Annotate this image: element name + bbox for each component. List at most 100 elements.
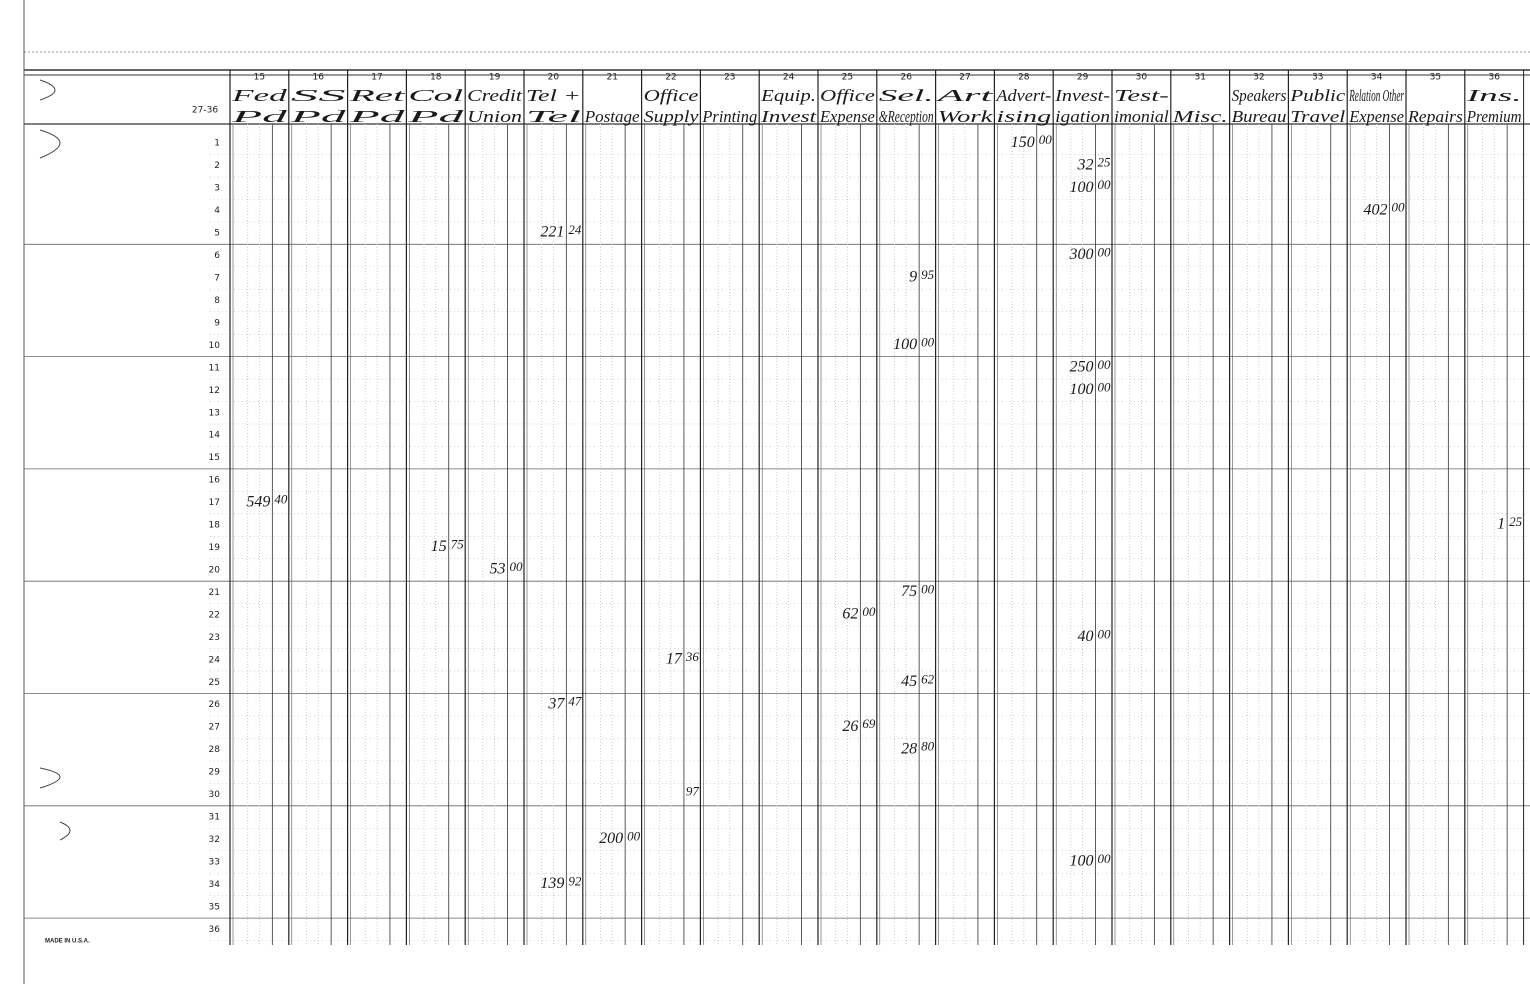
column-header: Postage [584,107,640,126]
column-header: Advert- [995,86,1051,105]
column-number: 30 [1136,73,1148,83]
column-number: 15 [254,73,265,83]
amount-cents: 00 [1098,245,1112,260]
column-header: Sel. [879,86,934,105]
amount-dollars: 28 [901,740,917,757]
column-header: Misc. [1171,107,1227,126]
row-number: 19 [209,543,221,553]
column-number: 35 [1430,73,1441,83]
column-number: 17 [371,73,382,83]
column-header: Art [935,86,996,105]
column-header: imonial [1114,107,1169,126]
amount-cents: 00 [921,581,935,596]
row-number: 27 [209,723,220,733]
column-header: Invest- [1054,86,1110,105]
row-number: 20 [209,565,221,575]
amount-cents: 62 [921,671,935,686]
row-number: 15 [209,453,220,463]
row-number: 14 [209,431,221,441]
amount-dollars: 100 [1070,853,1094,870]
column-header: Ret [347,86,407,105]
amount-cents: 95 [921,267,935,282]
column-number: 18 [430,73,442,83]
amount-dollars: 26 [842,718,858,735]
amount-dollars: 100 [893,336,917,353]
amount-dollars: 37 [547,695,565,712]
column-header: Expense [819,107,875,126]
amount-cents: 24 [568,222,582,237]
column-number: 19 [489,73,501,83]
amount-cents: 97 [686,784,700,799]
row-number: 13 [209,408,220,418]
column-header: Supply [644,107,699,126]
column-number: 36 [1488,73,1500,83]
row-number: 3 [214,184,220,194]
row-number: 4 [214,206,220,216]
column-header: Ins. [1465,86,1522,105]
column-number: 16 [312,73,324,83]
column-header: Pd [288,107,347,126]
amount-dollars: 139 [540,875,564,892]
amount-dollars: 250 [1070,359,1094,376]
amount-cents: 25 [1509,514,1523,529]
amount-cents: 00 [862,604,876,619]
column-header: Equip. [760,86,816,105]
row-number: 17 [209,498,220,508]
column-header: Speakers [1232,86,1287,105]
amount-cents: 25 [1098,155,1112,170]
column-header: Tel [526,107,582,126]
column-header: Expense [1348,107,1404,126]
column-header: SS [291,86,347,105]
column-header: Test- [1114,86,1169,105]
column-header: Pd [405,107,464,126]
amount-dollars: 1 [1497,516,1505,533]
row-number: 36 [209,925,221,935]
punch-marks [39,79,71,841]
column-header: ising [996,107,1051,126]
column-number: 34 [1371,73,1383,83]
amount-cents: 00 [510,559,524,574]
row-number: 21 [209,588,220,598]
amount-dollars: 9 [909,269,917,286]
column-header: Tel + [526,86,581,105]
amount-cents: 00 [1098,379,1112,394]
row-number: 12 [209,386,220,396]
amount-dollars: 200 [599,830,623,847]
row-number: 22 [209,610,220,620]
row-number: 6 [214,251,220,261]
column-header: Office [820,86,875,105]
column-header: Col [408,86,463,105]
row-number: 23 [209,633,220,643]
footer-note: MADE IN U.S.A. [45,939,90,945]
row-number: 7 [214,273,220,283]
column-header: Premium [1466,107,1522,126]
amount-cents: 00 [921,334,935,349]
row-number: 24 [209,655,221,665]
column-number: 29 [1077,73,1089,83]
column-header: Pd [229,107,288,126]
amount-dollars: 15 [431,538,447,555]
row-number: 28 [209,745,221,755]
column-header: Invest [760,107,818,126]
column-header: Union [467,107,522,126]
row-number: 1 [214,139,220,149]
amount-dollars: 221 [540,224,564,241]
amount-cents: 00 [1392,200,1406,215]
column-number: 23 [724,73,735,83]
row-number: 26 [209,700,221,710]
row-number: 29 [209,768,221,778]
column-number: 33 [1312,73,1323,83]
form-code: 27-36 [192,106,218,116]
amount-cents: 00 [1039,132,1053,147]
column-number: 24 [783,73,795,83]
column-header: igation [1055,107,1110,126]
row-number: 11 [209,363,220,373]
column-header: Fed [230,86,288,105]
amount-cents: 00 [1098,851,1112,866]
column-number: 26 [900,73,912,83]
amount-dollars: 75 [901,583,917,600]
amount-dollars: 53 [490,561,506,578]
amount-dollars: 402 [1364,201,1388,218]
